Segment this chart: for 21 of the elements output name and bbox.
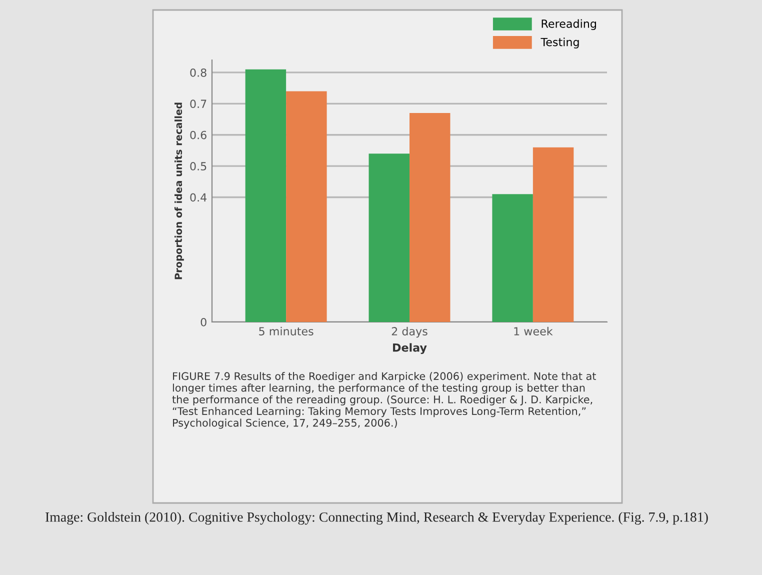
text: Image: Goldstein (2010). Cognitive Psychology: Connecting Mind, Research & Everyday Experience. (Fig. 7.9, p.181) [46, 512, 708, 525]
y-tick-label: 0.6 [190, 130, 206, 140]
x-tick-label: 2 days [392, 326, 428, 338]
x-tick-label: 1 week [514, 326, 553, 336]
y-axis-title: Proportion of idea units recalled [174, 102, 184, 280]
x-tick-label: 5 minutes [259, 326, 314, 336]
bar [492, 194, 533, 322]
y-tick-label: 0 [200, 318, 206, 326]
y-tick-label: 0.8 [190, 68, 206, 77]
y-tick-label: 0.7 [190, 100, 206, 108]
y-tick-label: 0.4 [190, 193, 207, 202]
bar [368, 154, 410, 322]
legend-label: Testing [540, 38, 579, 48]
legend-label: Rereading [542, 19, 596, 30]
bar [286, 91, 327, 322]
bar [532, 147, 574, 322]
x-axis-title: Delay [393, 343, 427, 354]
bar [410, 113, 450, 322]
y-tick-label: 0.5 [190, 162, 206, 170]
caption: FIGURE 7.9 Results of the Roediger and Karpicke (2006) experiment. Note that at longer times after learning, the performance of the testing group is better than the performance of the rereading group. (Source: H. L. Roediger & J. D. Karpicke, “Test Enhanced Learning: Taking Memory Tests Improves Long-Term Retention,” Psychological Science, 17, 249–255, 2006.) [172, 372, 596, 429]
bar [245, 69, 286, 322]
